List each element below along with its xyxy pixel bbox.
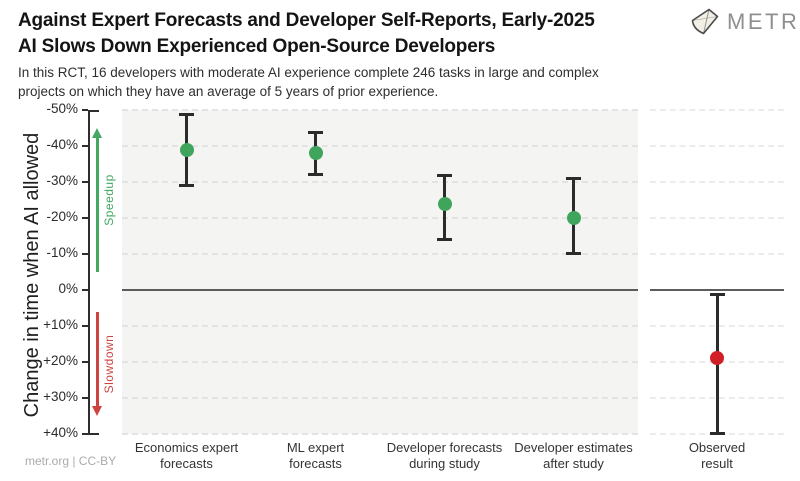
title-line-2: AI Slows Down Experienced Open-Source De… (18, 36, 496, 57)
category-label-line: forecasts (289, 456, 342, 471)
y-tick-mark (82, 289, 88, 291)
slowdown-arrow (96, 311, 99, 407)
error-bar-cap (308, 130, 323, 134)
zero-line (122, 289, 638, 291)
category-label-line: during study (409, 456, 480, 471)
gridline (122, 433, 638, 435)
gridline (650, 253, 784, 255)
gridline (650, 109, 784, 111)
y-tick-mark (82, 253, 88, 255)
category-label-line: Developer estimates (514, 440, 633, 455)
subtitle-line-1: In this RCT, 16 developers with moderate… (18, 65, 599, 80)
error-bar-cap (308, 172, 323, 176)
attribution-credit: metr.org | CC-BY (25, 454, 117, 468)
category-label: ML expert forecasts (231, 440, 401, 472)
y-axis-spine-cap-top (88, 110, 99, 112)
error-bar-cap (709, 292, 725, 296)
category-label: Observed result (632, 440, 800, 472)
gridline (122, 397, 638, 399)
y-tick-label: +30% (43, 389, 78, 404)
category-label-line: Observed (688, 440, 746, 455)
y-axis-spine (88, 110, 90, 435)
y-tick-mark (82, 433, 88, 435)
gridline (122, 109, 638, 111)
category-label-line: forecasts (160, 456, 213, 471)
y-tick-label: +40% (43, 425, 78, 440)
y-tick-label: -20% (46, 209, 78, 224)
slowdown-arrowhead-icon (92, 406, 102, 416)
y-tick-mark (82, 397, 88, 399)
gridline (650, 145, 784, 147)
gridline (122, 325, 638, 327)
y-tick-mark (82, 325, 88, 327)
category-label-line: after study (543, 456, 604, 471)
y-tick-label: -10% (46, 245, 78, 260)
category-label: Developer forecasts during study (360, 440, 530, 472)
gridline (122, 217, 638, 219)
data-point-dot (437, 196, 452, 211)
y-tick-label: -40% (46, 137, 78, 152)
category-label-line: Economics expert (134, 440, 239, 455)
y-tick-label: -30% (46, 173, 78, 188)
y-tick-label: +20% (43, 353, 78, 368)
category-label-line: Developer forecasts (386, 440, 503, 455)
metr-logo: METR (690, 7, 799, 36)
zero-line (650, 289, 784, 291)
slowdown-label: Slowdown (102, 334, 116, 394)
category-label-line: ML expert (286, 440, 345, 455)
speedup-arrow (96, 137, 99, 272)
y-tick-mark (82, 145, 88, 147)
data-point-dot (179, 142, 194, 157)
error-bar-cap (437, 173, 452, 177)
gridline (122, 181, 638, 183)
y-tick-label: +10% (43, 317, 78, 332)
category-label: Developer estimates after study (489, 440, 659, 472)
y-tick-mark (82, 361, 88, 363)
y-tick-label: 0% (58, 281, 78, 296)
data-point-dot (566, 211, 581, 225)
category-label-line: result (701, 456, 733, 471)
gridline (650, 217, 784, 219)
chart-subtitle: In this RCT, 16 developers with moderate… (18, 63, 599, 101)
y-axis-spine-cap-bottom (88, 433, 99, 435)
gridline (122, 361, 638, 363)
gridline (122, 145, 638, 147)
error-bar-cap (437, 237, 452, 241)
y-tick-mark (82, 181, 88, 183)
speedup-arrowhead-icon (92, 128, 102, 138)
speedup-label: Speedup (102, 174, 116, 226)
y-axis-title: Change in time when AI allowed (21, 132, 43, 418)
metr-logo-text: METR (727, 8, 800, 34)
y-tick-label: -50% (46, 101, 78, 116)
gridline (650, 181, 784, 183)
error-bar-cap (179, 183, 194, 187)
error-bar-cap (709, 432, 725, 435)
error-bar-cap (566, 177, 581, 181)
data-point-dot (308, 146, 323, 161)
error-bar-cap (179, 112, 194, 116)
subtitle-line-2: projects on which they have an average o… (18, 84, 439, 99)
metr-gem-icon (691, 8, 719, 35)
title-line-1: Against Expert Forecasts and Developer S… (18, 10, 595, 31)
plot-area-main (122, 110, 638, 434)
page-title: Against Expert Forecasts and Developer S… (18, 8, 595, 60)
y-tick-mark (82, 217, 88, 219)
y-tick-mark (82, 109, 88, 111)
category-label: Economics expert forecasts (102, 440, 272, 472)
gridline (122, 253, 638, 255)
error-bar-cap (566, 252, 581, 255)
data-point-dot (710, 351, 724, 366)
